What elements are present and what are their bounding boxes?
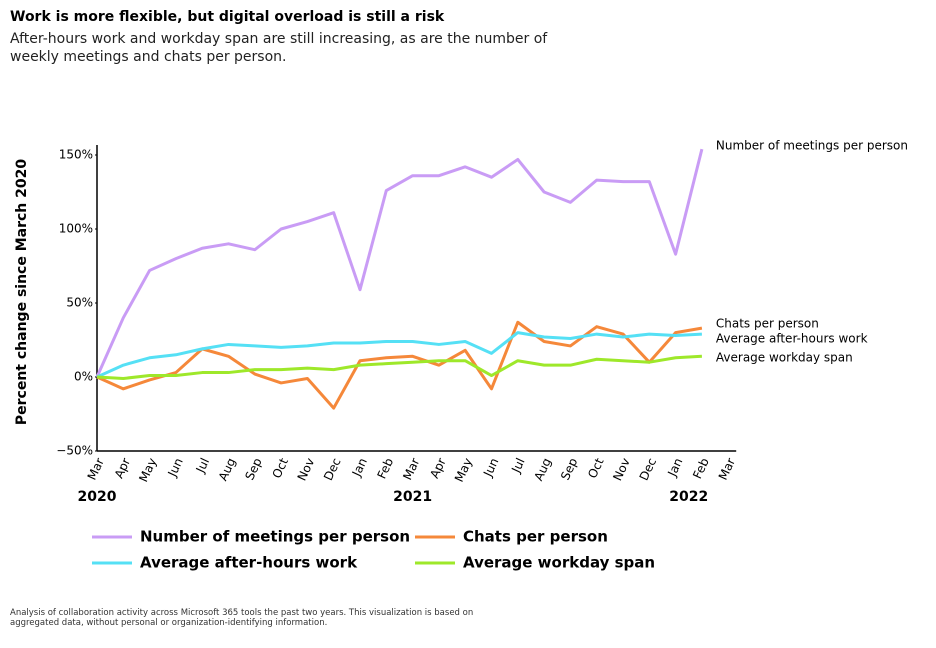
series-line xyxy=(96,354,702,380)
x-tick-label: Feb xyxy=(375,456,397,481)
y-tick-label: −50% xyxy=(56,444,93,458)
x-tick-label: Sep xyxy=(242,456,264,482)
legend-label: Chats per person xyxy=(463,528,608,546)
series-end-label: Chats per person xyxy=(716,317,819,331)
series-line xyxy=(96,331,702,379)
legend-label: Number of meetings per person xyxy=(140,528,410,546)
x-tick-label: Jul xyxy=(508,456,527,476)
y-tick-label: 50% xyxy=(66,296,93,310)
legend-label: Average workday span xyxy=(463,554,655,572)
x-tick-label: Feb xyxy=(690,456,712,481)
x-tick-label: Apr xyxy=(112,456,133,481)
series-line xyxy=(96,320,703,410)
x-tick-label: Nov xyxy=(295,456,318,483)
series-line xyxy=(95,148,704,378)
y-tick-label: 150% xyxy=(59,148,93,162)
chart-subtitle: After-hours work and workday span are st… xyxy=(10,31,548,65)
year-label: 2021 xyxy=(393,489,432,505)
x-tick-label: Nov xyxy=(610,456,633,483)
x-tick-label: Jun xyxy=(480,456,501,480)
x-tick-label: Jun xyxy=(165,456,186,480)
x-tick-label: Jan xyxy=(665,456,686,480)
x-tick-label: Mar xyxy=(85,456,107,482)
y-tick-label: 0% xyxy=(74,370,93,384)
x-tick-label: Sep xyxy=(558,456,580,482)
x-tick-label: Jan xyxy=(349,456,370,480)
series-end-label: Number of meetings per person xyxy=(716,139,908,153)
x-tick-label: Oct xyxy=(585,456,607,481)
x-tick-label: Aug xyxy=(531,456,554,483)
x-tick-label: Dec xyxy=(637,456,660,483)
year-label: 2022 xyxy=(669,489,708,505)
series-end-label: Average after-hours work xyxy=(716,332,868,346)
x-tick-label: Aug xyxy=(216,456,239,483)
x-tick-label: Mar xyxy=(716,456,738,482)
legend-label: Average after-hours work xyxy=(140,554,358,572)
y-tick-label: 100% xyxy=(59,222,93,236)
x-tick-label: Apr xyxy=(427,456,448,481)
x-tick-label: Oct xyxy=(270,456,292,481)
y-axis-label: Percent change since March 2020 xyxy=(14,159,30,425)
footnote: Analysis of collaboration activity acros… xyxy=(10,608,474,628)
x-tick-label: Dec xyxy=(321,456,344,483)
year-label: 2020 xyxy=(78,489,117,505)
x-tick-label: May xyxy=(136,456,159,484)
chart-title: Work is more flexible, but digital overl… xyxy=(10,9,445,25)
x-tick-label: Jul xyxy=(193,456,212,476)
series-end-label: Average workday span xyxy=(716,351,853,365)
x-tick-label: Mar xyxy=(400,456,422,482)
x-tick-label: May xyxy=(452,456,475,484)
